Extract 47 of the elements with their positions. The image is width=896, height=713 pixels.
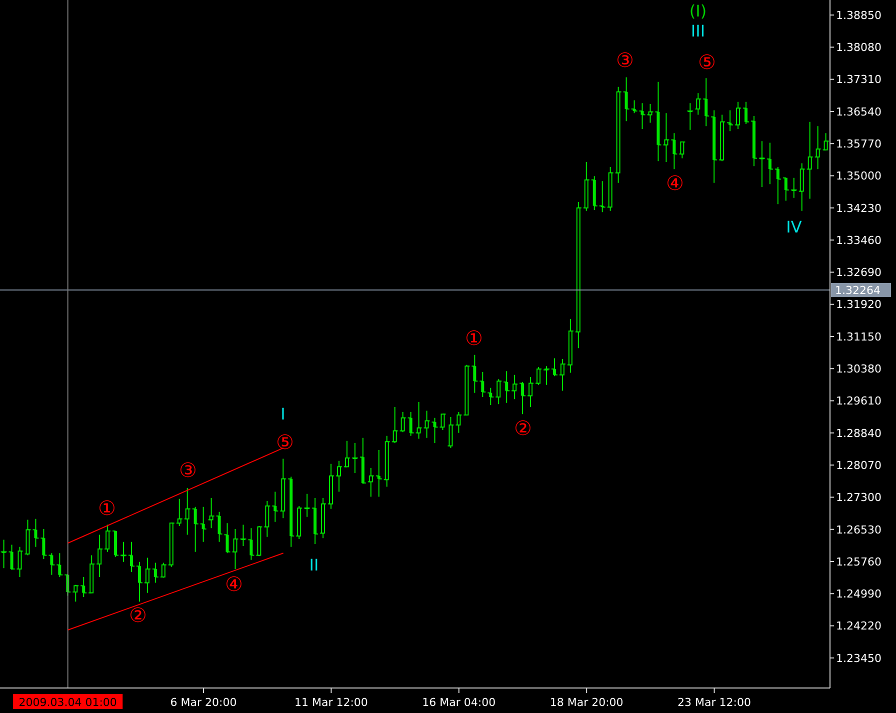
x-tick-label: 16 Mar 04:00: [422, 696, 496, 709]
y-tick-label: 1.24990: [836, 588, 882, 601]
annotation: ②: [514, 416, 532, 440]
y-tick-label: 1.36540: [836, 105, 882, 118]
annotation: IV: [786, 218, 802, 236]
candlestick: [257, 526, 262, 557]
y-tick-label: 1.28070: [836, 458, 882, 472]
y-tick-label: 1.25760: [836, 555, 882, 568]
x-tick-label: 6 Mar 20:00: [170, 696, 237, 709]
y-tick-label: 1.35770: [836, 138, 882, 151]
annotation: ④: [666, 171, 684, 195]
annotation: III: [690, 22, 706, 40]
annotation: ④: [225, 572, 243, 596]
y-tick-label: 1.31150: [836, 330, 882, 344]
annotation: ⑤: [698, 50, 716, 74]
y-tick-label: 1.38080: [836, 41, 882, 54]
y-tick-label: 1.35000: [836, 170, 882, 183]
y-tick-label: 1.30380: [836, 362, 882, 376]
ref-line-label: 1.32264: [835, 284, 880, 297]
annotation: II: [309, 556, 319, 574]
y-tick-label: 1.32690: [836, 266, 882, 280]
y-tick-label: 1.27300: [836, 491, 882, 504]
annotation: ①: [98, 496, 116, 520]
y-tick-label: 1.28840: [836, 426, 882, 440]
annotation: ⑤: [276, 430, 294, 454]
y-tick-label: 1.26530: [836, 523, 882, 536]
y-tick-label: 1.37310: [836, 73, 882, 86]
y-tick-label: 1.31920: [836, 298, 882, 312]
annotation: ③: [179, 458, 197, 482]
annotation: (I): [689, 2, 707, 20]
candlestick: [440, 414, 445, 430]
annotation: ③: [616, 48, 634, 72]
x-tick-label: 23 Mar 12:00: [678, 696, 752, 709]
y-tick-label: 1.33460: [836, 234, 882, 247]
x-tick-label: 11 Mar 12:00: [294, 696, 368, 709]
y-tick-label: 1.29610: [836, 394, 882, 408]
y-tick-label: 1.24220: [836, 620, 882, 633]
x-tick-label: 2009.03.04 01:00: [18, 696, 117, 709]
x-tick-label: 18 Mar 20:00: [550, 696, 624, 709]
annotation: ①: [465, 326, 483, 350]
y-tick-label: 1.38850: [836, 8, 882, 22]
annotation: I: [280, 404, 286, 424]
y-tick-label: 1.34230: [836, 202, 882, 215]
annotation: ②: [129, 603, 147, 627]
candlestick: [464, 364, 469, 416]
candlestick: [169, 522, 174, 568]
y-tick-label: 1.23450: [836, 652, 882, 665]
